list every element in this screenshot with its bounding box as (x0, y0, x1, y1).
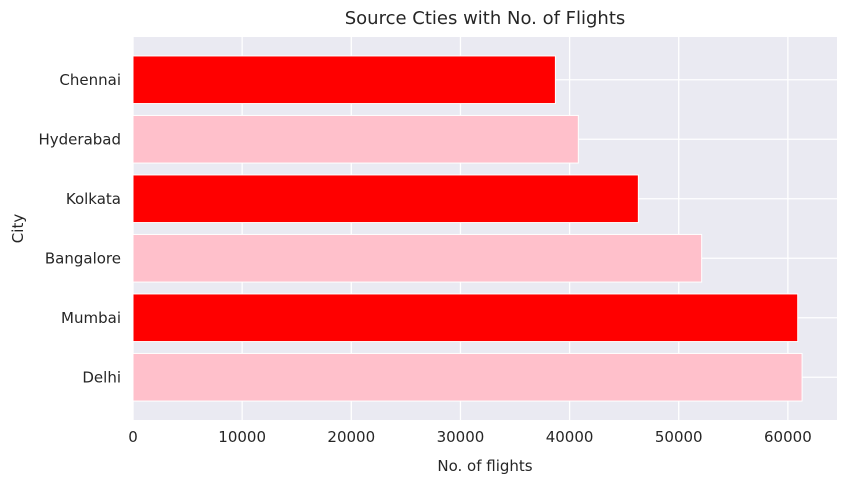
x-tick-label: 40000 (546, 428, 594, 446)
bar-mumbai (132, 293, 799, 343)
y-tick-label: Hyderabad (39, 130, 122, 148)
y-tick-label: Bangalore (45, 249, 121, 267)
x-tick-label: 50000 (655, 428, 703, 446)
x-tick-label: 10000 (218, 428, 266, 446)
bar-kolkata (132, 174, 639, 224)
x-tick-label: 60000 (764, 428, 812, 446)
bar-delhi (132, 352, 803, 402)
bar-chennai (132, 55, 556, 105)
y-tick-label: Chennai (59, 71, 121, 89)
y-tick-labels: Chennai Hyderabad Kolkata Bangalore Mumbai De… (39, 71, 122, 387)
x-tick-labels: 0 10000 20000 30000 40000 50000 60000 (128, 428, 812, 446)
x-axis-title: No. of flights (437, 457, 532, 475)
y-tick-label: Mumbai (61, 309, 121, 327)
bars (132, 55, 803, 402)
bar-bangalore (132, 233, 703, 283)
y-tick-label: Delhi (82, 368, 121, 386)
chart-title: Source Cties with No. of Flights (345, 8, 626, 29)
x-tick-label: 0 (128, 428, 138, 446)
y-tick-label: Kolkata (66, 190, 121, 208)
x-tick-label: 30000 (437, 428, 485, 446)
bar-hyderabad (132, 114, 579, 164)
y-axis-title: City (9, 214, 27, 244)
x-tick-label: 20000 (327, 428, 375, 446)
